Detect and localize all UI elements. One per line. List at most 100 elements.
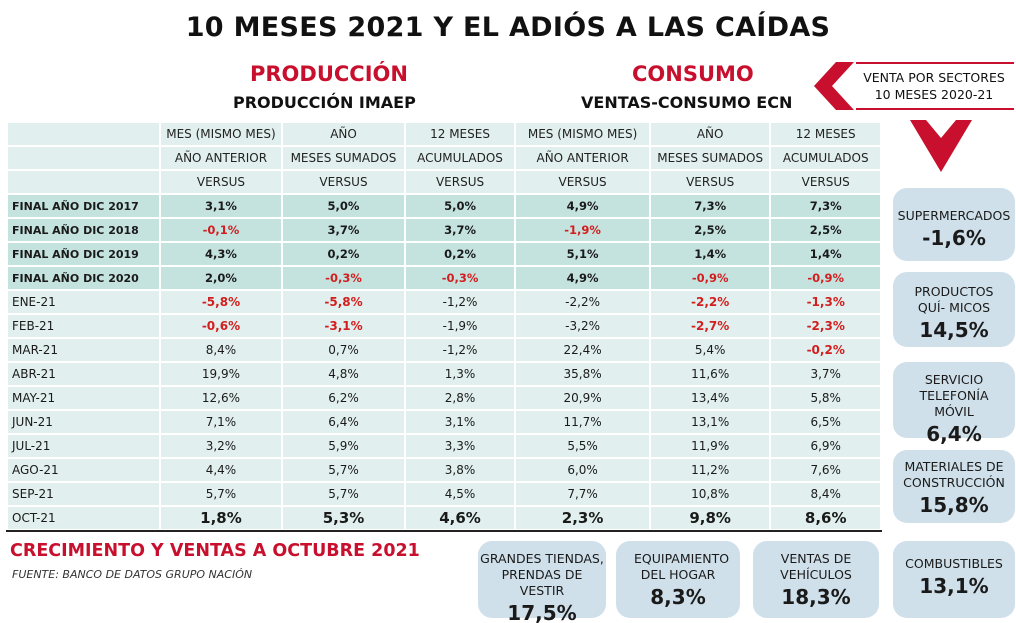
table-cell: VERSUS <box>283 171 404 193</box>
table-cell: 5,0% <box>405 195 515 217</box>
table-row: JUN-21 7,1% 6,4% 3,1% 11,7% 13,1% 6,5% <box>8 411 880 433</box>
table-cell: 5,3% <box>283 507 404 529</box>
card-label: VENTAS DE VEHÍCULOS <box>780 551 852 582</box>
table-row: FEB-21 -0,6% -3,1% -1,9% -3,2% -2,7% -2,3% <box>8 315 880 337</box>
table-cell: -1,2% <box>405 291 515 313</box>
table-cell: 5,5% <box>516 435 649 457</box>
card-value: 13,1% <box>919 574 989 598</box>
table-row: ENE-21 -5,8% -5,8% -1,2% -2,2% -2,2% -1,3% <box>8 291 880 313</box>
table-cell: 3,7% <box>405 219 515 241</box>
table-cell: 0,7% <box>283 339 404 361</box>
sector-callout-text: VENTA POR SECTORES 10 MESES 2020-21 <box>856 69 1012 103</box>
table-cell: 22,4% <box>516 339 649 361</box>
table-cell: -5,8% <box>160 291 282 313</box>
row-label: OCT-21 <box>8 507 159 529</box>
table-cell: -0,1% <box>160 219 282 241</box>
table-cell: 2,8% <box>405 387 515 409</box>
table-cell: 20,9% <box>516 387 649 409</box>
footer-title: CRECIMIENTO Y VENTAS A OCTUBRE 2021 <box>10 541 420 561</box>
table-cell: 8,6% <box>771 507 880 529</box>
table-cell: 1,4% <box>650 243 770 265</box>
table-cell: 35,8% <box>516 363 649 385</box>
table-row: MAY-21 12,6% 6,2% 2,8% 20,9% 13,4% 5,8% <box>8 387 880 409</box>
row-label: FINAL AÑO DIC 2020 <box>8 267 159 289</box>
row-label <box>8 147 159 169</box>
main-title: 10 MESES 2021 Y EL ADIÓS A LAS CAÍDAS <box>185 12 831 43</box>
sector-callout-line1: VENTA POR SECTORES <box>863 70 1005 85</box>
table-row: FINAL AÑO DIC 2017 3,1% 5,0% 5,0% 4,9% 7,3% 7,… <box>8 195 880 217</box>
table-cell: 12 MESES <box>771 123 880 145</box>
table-cell: 7,6% <box>771 459 880 481</box>
table-cell: 5,9% <box>283 435 404 457</box>
table-cell: MES (MISMO MES) <box>516 123 649 145</box>
row-label <box>8 123 159 145</box>
table-cell: 11,9% <box>650 435 770 457</box>
table-cell: -1,9% <box>516 219 649 241</box>
table-cell: 6,2% <box>283 387 404 409</box>
table-cell: 3,1% <box>405 411 515 433</box>
table-cell: -0,3% <box>283 267 404 289</box>
table-cell: AÑO ANTERIOR <box>516 147 649 169</box>
table-cell: AÑO <box>650 123 770 145</box>
table-cell: 5,4% <box>650 339 770 361</box>
card-value: 6,4% <box>926 422 982 446</box>
row-label: JUL-21 <box>8 435 159 457</box>
table-cell: 13,4% <box>650 387 770 409</box>
table-cell: 3,7% <box>771 363 880 385</box>
table-cell: AÑO <box>283 123 404 145</box>
table-cell: 4,6% <box>405 507 515 529</box>
card-value: 14,5% <box>919 318 989 342</box>
table-cell: VERSUS <box>771 171 880 193</box>
table-cell: VERSUS <box>160 171 282 193</box>
table-cell: 13,1% <box>650 411 770 433</box>
table-cell: VERSUS <box>405 171 515 193</box>
table-cell: 5,1% <box>516 243 649 265</box>
table-row: MAR-21 8,4% 0,7% -1,2% 22,4% 5,4% -0,2% <box>8 339 880 361</box>
table-cell: 10,8% <box>650 483 770 505</box>
card-label: SERVICIO TELEFONÍA MÓVIL <box>919 372 989 419</box>
table-header-row: AÑO ANTERIOR MESES SUMADOS ACUMULADOS AÑO A… <box>8 147 880 169</box>
table-cell: -1,9% <box>405 315 515 337</box>
table-cell: -5,8% <box>283 291 404 313</box>
table-cell: 4,8% <box>283 363 404 385</box>
table-cell: -0,9% <box>771 267 880 289</box>
table-cell: AÑO ANTERIOR <box>160 147 282 169</box>
table-cell: 6,9% <box>771 435 880 457</box>
table-cell: 11,6% <box>650 363 770 385</box>
row-label: JUN-21 <box>8 411 159 433</box>
table-cell: 4,5% <box>405 483 515 505</box>
table-cell: MES (MISMO MES) <box>160 123 282 145</box>
table-cell: 2,5% <box>771 219 880 241</box>
table-cell: 0,2% <box>405 243 515 265</box>
card-value: 15,8% <box>919 493 989 517</box>
table-cell: -1,3% <box>771 291 880 313</box>
table-cell: 8,4% <box>160 339 282 361</box>
card-label: COMBUSTIBLES <box>905 556 1003 571</box>
card-combustibles: COMBUSTIBLES 13,1% <box>893 541 1015 618</box>
table-cell: -2,7% <box>650 315 770 337</box>
table-header-row: MES (MISMO MES) AÑO 12 MESES MES (MISMO MES… <box>8 123 880 145</box>
table-cell: MESES SUMADOS <box>650 147 770 169</box>
row-label: MAY-21 <box>8 387 159 409</box>
chevron-down-icon <box>910 120 972 172</box>
table-cell: 11,2% <box>650 459 770 481</box>
table-cell: -3,1% <box>283 315 404 337</box>
table-cell: 7,3% <box>650 195 770 217</box>
table-cell: 8,4% <box>771 483 880 505</box>
table-header-row: VERSUS VERSUS VERSUS VERSUS VERSUS VERSUS <box>8 171 880 193</box>
table-cell: 1,3% <box>405 363 515 385</box>
row-label: FEB-21 <box>8 315 159 337</box>
row-label: ENE-21 <box>8 291 159 313</box>
sector-callout-line2: 10 MESES 2020-21 <box>874 87 994 102</box>
table-row: JUL-21 3,2% 5,9% 3,3% 5,5% 11,9% 6,9% <box>8 435 880 457</box>
table-cell: 4,4% <box>160 459 282 481</box>
table-cell: 5,7% <box>283 459 404 481</box>
table-cell: 4,9% <box>516 267 649 289</box>
table-cell: 3,8% <box>405 459 515 481</box>
table-cell: 5,0% <box>283 195 404 217</box>
consumption-section-title: CONSUMO <box>632 62 754 86</box>
table-cell: 6,5% <box>771 411 880 433</box>
table-cell: -2,2% <box>650 291 770 313</box>
table-row: OCT-21 1,8% 5,3% 4,6% 2,3% 9,8% 8,6% <box>8 507 880 529</box>
table-cell: -0,3% <box>405 267 515 289</box>
